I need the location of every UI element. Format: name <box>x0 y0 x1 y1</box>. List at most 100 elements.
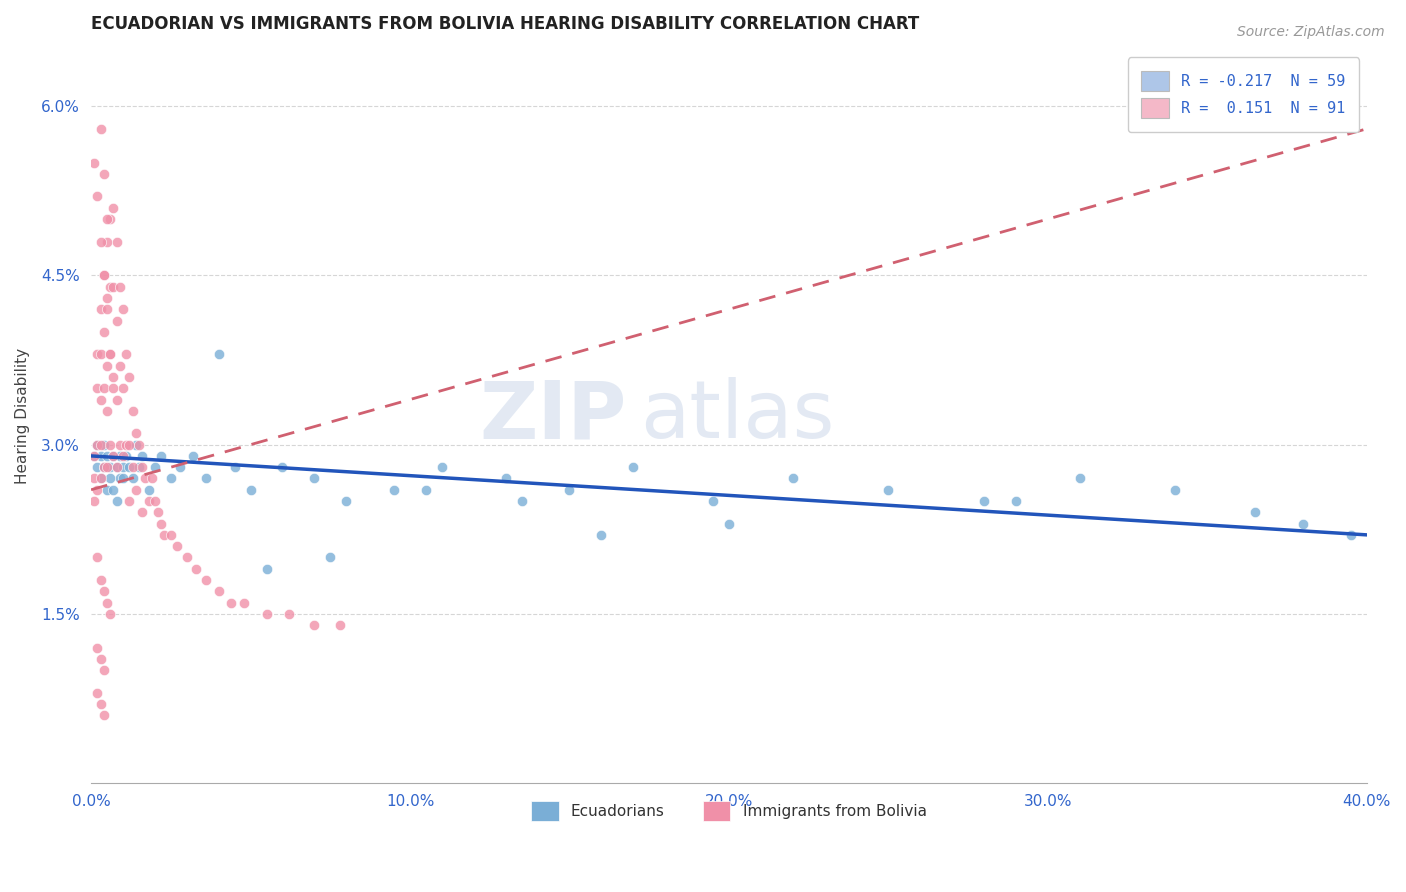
Y-axis label: Hearing Disability: Hearing Disability <box>15 349 30 484</box>
Point <box>93 268 115 283</box>
Point <box>86 189 108 203</box>
Point <box>128 437 150 451</box>
Point <box>96 291 118 305</box>
Legend: Ecuadorians, Immigrants from Bolivia: Ecuadorians, Immigrants from Bolivia <box>524 795 932 827</box>
Point <box>98 471 121 485</box>
Point <box>98 347 121 361</box>
Point <box>591 528 613 542</box>
Point <box>83 449 105 463</box>
Point <box>86 640 108 655</box>
Point <box>239 483 262 497</box>
Point <box>621 460 644 475</box>
Point <box>105 392 128 407</box>
Point <box>93 460 115 475</box>
Point <box>96 460 118 475</box>
Point <box>134 471 156 485</box>
Point <box>186 562 208 576</box>
Point <box>98 212 121 227</box>
Point <box>83 449 105 463</box>
Point <box>208 347 231 361</box>
Point <box>125 483 148 497</box>
Point <box>105 313 128 327</box>
Point <box>108 279 131 293</box>
Point <box>118 460 141 475</box>
Point <box>96 596 118 610</box>
Point <box>96 235 118 249</box>
Point <box>121 460 143 475</box>
Point <box>169 460 191 475</box>
Point <box>111 381 134 395</box>
Point <box>233 596 256 610</box>
Point <box>93 167 115 181</box>
Point <box>111 460 134 475</box>
Point <box>90 471 112 485</box>
Point <box>98 279 121 293</box>
Point <box>93 708 115 723</box>
Point <box>304 471 326 485</box>
Point <box>103 381 125 395</box>
Point <box>83 155 105 169</box>
Point <box>176 550 198 565</box>
Point <box>1069 471 1091 485</box>
Point <box>160 528 183 542</box>
Point <box>415 483 437 497</box>
Point <box>143 494 166 508</box>
Point <box>103 201 125 215</box>
Point <box>128 460 150 475</box>
Point <box>131 460 153 475</box>
Point <box>256 562 278 576</box>
Point <box>1292 516 1315 531</box>
Point <box>221 596 243 610</box>
Point <box>329 618 352 632</box>
Point <box>256 607 278 621</box>
Point <box>131 449 153 463</box>
Point <box>382 483 405 497</box>
Point <box>111 471 134 485</box>
Point <box>86 381 108 395</box>
Point <box>90 121 112 136</box>
Point <box>93 268 115 283</box>
Point <box>90 652 112 666</box>
Point <box>181 449 204 463</box>
Point <box>86 437 108 451</box>
Point <box>194 471 217 485</box>
Point <box>1005 494 1028 508</box>
Point <box>304 618 326 632</box>
Point <box>146 505 169 519</box>
Point <box>1164 483 1187 497</box>
Point <box>1340 528 1362 542</box>
Point <box>90 449 112 463</box>
Point <box>125 426 148 441</box>
Point <box>277 607 299 621</box>
Point <box>319 550 342 565</box>
Point <box>93 663 115 677</box>
Point <box>143 460 166 475</box>
Point <box>335 494 357 508</box>
Text: ECUADORIAN VS IMMIGRANTS FROM BOLIVIA HEARING DISABILITY CORRELATION CHART: ECUADORIAN VS IMMIGRANTS FROM BOLIVIA HE… <box>91 15 920 33</box>
Point <box>86 460 108 475</box>
Point <box>495 471 517 485</box>
Point <box>93 325 115 339</box>
Point <box>973 494 995 508</box>
Point <box>105 494 128 508</box>
Point <box>782 471 804 485</box>
Point <box>103 483 125 497</box>
Point <box>141 471 163 485</box>
Point <box>96 212 118 227</box>
Point <box>111 449 134 463</box>
Point <box>86 483 108 497</box>
Point <box>96 483 118 497</box>
Point <box>105 460 128 475</box>
Point <box>115 449 138 463</box>
Point <box>118 494 141 508</box>
Point <box>93 437 115 451</box>
Point <box>702 494 724 508</box>
Text: atlas: atlas <box>640 377 834 456</box>
Point <box>96 449 118 463</box>
Point <box>90 347 112 361</box>
Point <box>121 471 143 485</box>
Point <box>150 516 173 531</box>
Point <box>98 460 121 475</box>
Point <box>118 437 141 451</box>
Point <box>558 483 581 497</box>
